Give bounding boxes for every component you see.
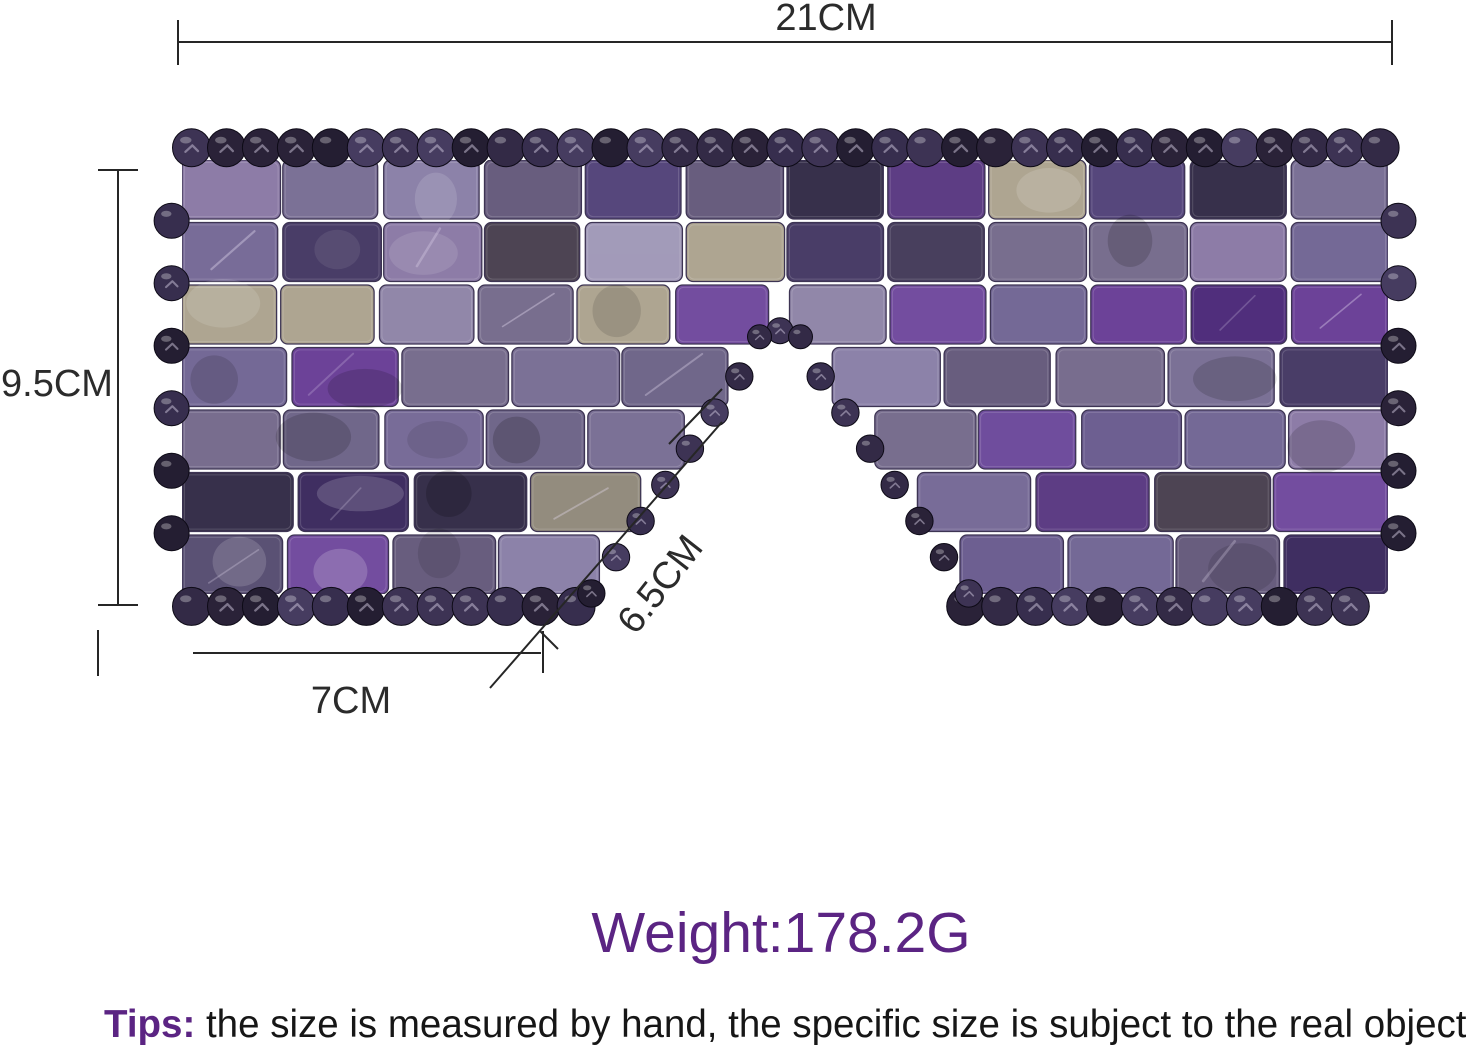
svg-text:9.5CM: 9.5CM (1, 363, 113, 405)
svg-text:6.5CM: 6.5CM (610, 528, 712, 642)
svg-text:7CM: 7CM (311, 680, 391, 722)
svg-text:21CM: 21CM (775, 0, 876, 39)
